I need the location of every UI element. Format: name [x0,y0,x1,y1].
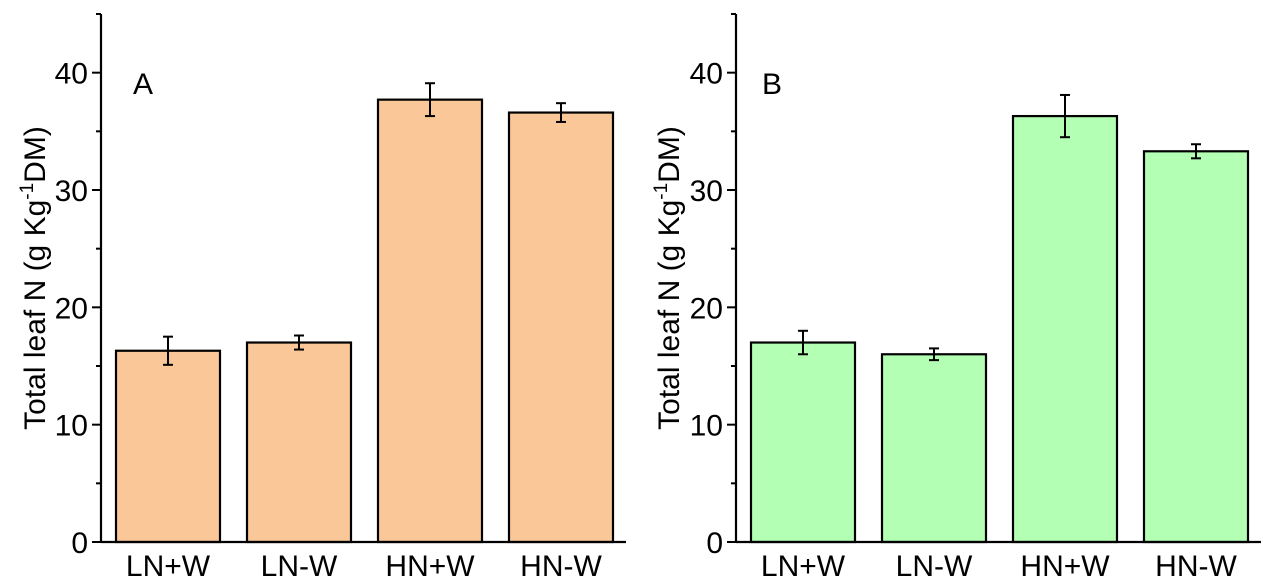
y-axis-title-prefix: Total leaf N (g Kg [19,200,52,430]
panel-label-a: A [133,68,153,101]
panel-label-b: B [762,68,782,101]
x-tick-label: LN-W [261,550,338,582]
y-axis-title-text: Total leaf N (g Kg-1DM) [651,126,686,430]
x-tick-label: HN-W [520,550,602,582]
y-tick-label: 40 [690,58,723,91]
bar [245,341,353,544]
bar [1142,150,1250,544]
y-axis-title-superscript: -1 [651,183,672,200]
bar [749,341,857,544]
y-tick-label: 40 [55,58,88,91]
y-axis-title-a: Total leaf N (g Kg-1DM) [17,126,52,430]
bar [507,111,615,544]
x-tick-label: LN+W [126,550,211,582]
y-tick-label: 30 [690,175,723,208]
y-tick-label: 10 [55,410,88,443]
x-tick-label: HN+W [385,550,475,582]
y-axis-title-superscript: -1 [17,183,38,200]
panel-a: Total leaf N (g Kg-1DM) A 0 10 20 30 40 LN+W L… [17,13,626,582]
x-tick-label: HN+W [1020,550,1110,582]
y-tick-label: 20 [690,292,723,325]
y-tick-label: 30 [55,175,88,208]
y-axis-title-b: Total leaf N (g Kg-1DM) [651,126,686,430]
panel-b: Total leaf N (g Kg-1DM) B 0 10 20 30 40 LN+W L… [651,13,1261,582]
y-axis-title-prefix: Total leaf N (g Kg [653,200,686,430]
y-tick-label: 10 [690,410,723,443]
y-tick-label: 0 [71,527,88,560]
x-tick-label: LN+W [761,550,846,582]
bar [114,349,222,544]
y-axis-title-suffix: DM) [653,126,686,183]
bar [376,98,484,544]
y-tick-label: 0 [706,527,723,560]
y-axis-title-suffix: DM) [19,126,52,183]
x-tick-label: LN-W [896,550,973,582]
x-tick-label: HN-W [1155,550,1237,582]
bar [880,353,988,544]
y-axis-title-text: Total leaf N (g Kg-1DM) [17,126,52,430]
y-tick-label: 20 [55,292,88,325]
bar [1011,114,1119,544]
